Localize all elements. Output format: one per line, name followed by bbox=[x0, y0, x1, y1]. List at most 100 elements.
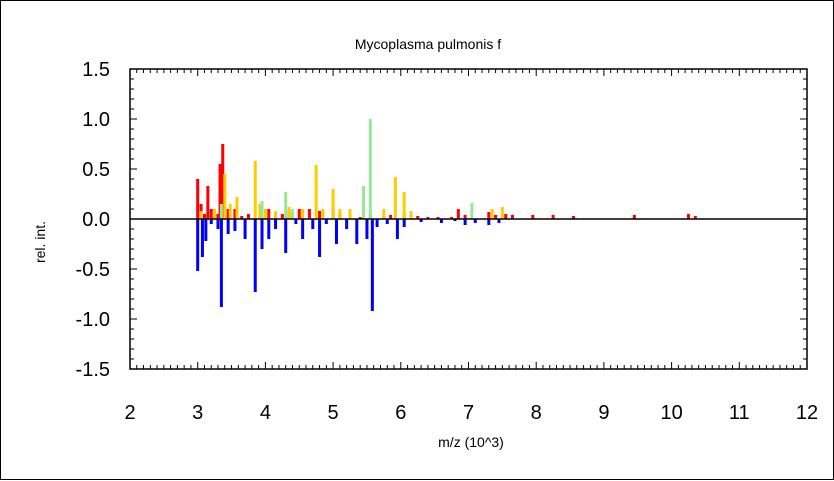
data-bar bbox=[463, 215, 467, 219]
data-bar bbox=[365, 219, 369, 239]
data-bar bbox=[199, 211, 203, 219]
data-bar bbox=[409, 211, 413, 219]
x-tick-label: 3 bbox=[192, 402, 203, 424]
data-bar bbox=[334, 219, 338, 244]
data-bar bbox=[196, 219, 200, 271]
data-bar bbox=[226, 209, 230, 219]
y-tick-label: -1.5 bbox=[76, 359, 110, 381]
data-bar bbox=[318, 211, 322, 219]
data-bar bbox=[511, 215, 515, 219]
data-bar bbox=[370, 219, 374, 311]
data-bar bbox=[368, 119, 372, 219]
data-bar bbox=[382, 209, 386, 219]
data-bar bbox=[375, 219, 379, 227]
y-tick-label: 0.5 bbox=[82, 159, 110, 181]
y-tick-label: 1.5 bbox=[82, 59, 110, 81]
data-bar bbox=[206, 186, 210, 219]
data-bar bbox=[223, 174, 227, 219]
y-tick-label: 1.0 bbox=[82, 109, 110, 131]
data-bar bbox=[290, 209, 294, 219]
x-tick-label: 12 bbox=[796, 402, 818, 424]
data-bar bbox=[274, 211, 278, 219]
data-bar bbox=[693, 216, 697, 219]
data-bar bbox=[287, 207, 291, 219]
data-bar bbox=[687, 214, 691, 219]
data-bar bbox=[531, 215, 535, 219]
data-bar bbox=[200, 219, 204, 257]
data-bar bbox=[284, 219, 288, 253]
data-bar bbox=[235, 197, 239, 219]
x-axis-label: m/z (10^3) bbox=[438, 434, 504, 450]
data-bar bbox=[470, 203, 474, 219]
data-bar bbox=[450, 217, 454, 219]
data-bar bbox=[494, 215, 498, 219]
x-tick-label: 6 bbox=[395, 402, 406, 424]
y-tick-label: -1.0 bbox=[76, 309, 110, 331]
data-bar bbox=[473, 219, 477, 223]
data-bar bbox=[426, 217, 430, 219]
data-bar bbox=[321, 209, 325, 219]
x-tick-label: 7 bbox=[463, 402, 474, 424]
data-bar bbox=[267, 209, 271, 219]
data-bar bbox=[331, 189, 335, 219]
data-bar bbox=[233, 219, 237, 231]
data-bar bbox=[632, 215, 636, 219]
data-bar bbox=[419, 219, 423, 222]
data-bar bbox=[362, 186, 366, 219]
data-bar bbox=[260, 201, 264, 219]
data-bar bbox=[571, 216, 575, 219]
data-bar bbox=[294, 219, 298, 224]
data-bar bbox=[196, 179, 200, 219]
data-bar bbox=[436, 217, 440, 219]
x-tick-label: 10 bbox=[660, 402, 682, 424]
x-tick-label: 4 bbox=[260, 402, 271, 424]
data-bar bbox=[260, 219, 264, 249]
data-bar bbox=[338, 209, 342, 219]
data-bar bbox=[219, 204, 223, 219]
data-bar bbox=[402, 192, 406, 219]
data-bar bbox=[213, 209, 217, 219]
data-bar bbox=[463, 219, 467, 225]
plot-area: 2 3 4 5 6 7 8 9 10 11 12 1.5 1.0 0.5 0.0 -0.5 -1.0 -1.5 bbox=[76, 59, 819, 424]
data-bar bbox=[416, 216, 420, 219]
data-bar bbox=[456, 209, 460, 219]
data-bar bbox=[389, 215, 393, 219]
data-bar bbox=[219, 219, 223, 307]
data-bar bbox=[240, 216, 244, 219]
data-bar bbox=[487, 212, 491, 219]
data-bar bbox=[385, 219, 389, 224]
data-bar bbox=[297, 209, 301, 219]
x-tick-label: 9 bbox=[598, 402, 609, 424]
data-bar bbox=[280, 214, 284, 219]
y-tick-label: 0.0 bbox=[82, 209, 110, 231]
data-bar bbox=[253, 161, 257, 219]
data-bar bbox=[274, 219, 278, 229]
data-bar bbox=[402, 219, 406, 227]
x-tick-label: 8 bbox=[531, 402, 542, 424]
data-bar bbox=[490, 209, 494, 219]
data-bar bbox=[233, 209, 237, 219]
data-bar bbox=[258, 204, 262, 219]
data-bar bbox=[439, 219, 443, 223]
data-bar bbox=[393, 177, 397, 219]
data-bar bbox=[487, 219, 491, 225]
data-bar bbox=[348, 209, 352, 219]
data-bar bbox=[395, 219, 399, 239]
data-bar bbox=[216, 219, 220, 229]
x-tick-label: 5 bbox=[328, 402, 339, 424]
data-bar bbox=[202, 214, 206, 219]
chart-title: Mycoplasma pulmonis f bbox=[355, 36, 501, 52]
data-bar bbox=[267, 219, 271, 239]
y-axis-label: rel. int. bbox=[32, 221, 48, 263]
x-tick-label: 11 bbox=[729, 402, 750, 424]
data-bar bbox=[263, 209, 267, 219]
data-bar bbox=[284, 192, 288, 219]
data-bar bbox=[301, 209, 305, 219]
data-bar bbox=[246, 214, 250, 219]
data-bar bbox=[218, 164, 222, 219]
data-bar bbox=[228, 204, 232, 219]
y-tick-label: -0.5 bbox=[76, 259, 110, 281]
data-bar bbox=[253, 219, 257, 292]
data-bar bbox=[345, 219, 349, 229]
data-bar bbox=[311, 219, 315, 229]
